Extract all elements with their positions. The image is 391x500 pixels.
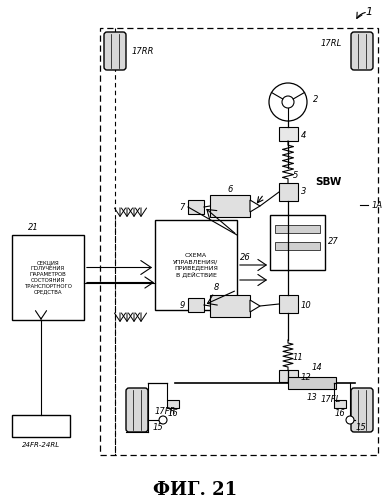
Text: 15: 15 [153, 422, 164, 432]
Text: СХЕМА
УПРАВЛЕНИЯ/
ПРИВЕДЕНИЯ
В ДЕЙСТВИЕ: СХЕМА УПРАВЛЕНИЯ/ ПРИВЕДЕНИЯ В ДЕЙСТВИЕ [173, 254, 219, 276]
Text: ФИГ. 21: ФИГ. 21 [153, 481, 237, 499]
Text: 13: 13 [307, 392, 317, 402]
Text: 11: 11 [293, 354, 304, 362]
Text: 27: 27 [328, 238, 339, 246]
Text: 17FL: 17FL [321, 396, 341, 404]
Bar [279, 295, 298, 313]
Bar [288, 377, 336, 389]
Text: 1: 1 [365, 7, 372, 17]
Bar [167, 400, 179, 408]
Bar [155, 220, 237, 310]
Bar [275, 225, 320, 233]
FancyBboxPatch shape [126, 388, 148, 432]
Text: 16: 16 [335, 408, 345, 418]
Text: 17RR: 17RR [132, 46, 154, 56]
FancyBboxPatch shape [351, 32, 373, 70]
Bar [279, 127, 298, 141]
Text: SBW: SBW [315, 177, 341, 187]
Circle shape [346, 416, 354, 424]
Text: 12: 12 [301, 374, 312, 382]
Text: 14: 14 [312, 364, 323, 372]
FancyBboxPatch shape [351, 388, 373, 432]
Text: 15: 15 [356, 422, 367, 432]
Text: 17RL: 17RL [321, 38, 342, 48]
Bar [210, 195, 250, 217]
Bar [188, 298, 204, 312]
Polygon shape [250, 200, 260, 212]
Bar [334, 400, 346, 408]
Bar [12, 235, 84, 320]
Text: 16: 16 [168, 408, 178, 418]
Bar [210, 295, 250, 317]
Polygon shape [250, 300, 260, 312]
Text: 8: 8 [214, 284, 219, 292]
Bar [12, 415, 70, 437]
Circle shape [159, 416, 167, 424]
FancyBboxPatch shape [104, 32, 126, 70]
Text: 4: 4 [301, 130, 307, 140]
Bar [275, 242, 320, 250]
Text: 7: 7 [179, 202, 185, 211]
Text: 24FR-24RL: 24FR-24RL [22, 442, 60, 448]
Bar [270, 215, 325, 270]
Text: 21: 21 [28, 224, 39, 232]
Text: 9: 9 [179, 300, 185, 310]
Text: 17FR: 17FR [155, 408, 176, 416]
Text: 10: 10 [301, 302, 312, 310]
Bar [188, 200, 204, 214]
Bar [279, 183, 298, 201]
Text: 6: 6 [227, 184, 233, 194]
Text: СЕКЦИЯ
ПОЛУЧЕНИЯ
ПАРАМЕТРОВ
СОСТОЯНИЯ
ТРАНСПОРТНОГО
СРЕДСТВА: СЕКЦИЯ ПОЛУЧЕНИЯ ПАРАМЕТРОВ СОСТОЯНИЯ ТР… [24, 260, 72, 294]
Bar [279, 370, 298, 382]
Text: 5: 5 [293, 170, 298, 179]
Bar [100, 28, 378, 455]
Text: 2: 2 [313, 96, 318, 104]
Text: 1A: 1A [372, 200, 383, 209]
Text: 26: 26 [240, 254, 251, 262]
Text: 3: 3 [301, 188, 307, 196]
